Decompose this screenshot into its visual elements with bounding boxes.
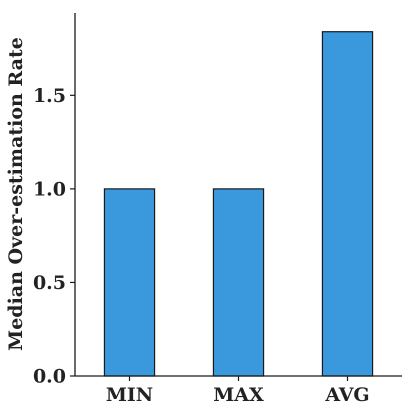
x-tick-label-min: MIN [106, 384, 153, 406]
y-tick-label: 1.5 [33, 85, 66, 107]
y-tick-label: 1.0 [33, 178, 66, 200]
x-ticks-group: MIN MAX AVG [106, 376, 370, 406]
y-axis-label: Median Over-estimation Rate [5, 37, 27, 351]
x-tick-label-max: MAX [213, 384, 264, 406]
y-tick-label: 0.0 [33, 366, 66, 388]
bar-max [212, 188, 265, 377]
bars-group [103, 31, 374, 377]
y-ticks-group: 0.0 0.5 1.0 1.5 [33, 85, 75, 388]
y-tick-label: 0.5 [33, 272, 66, 294]
bar-avg [321, 31, 374, 377]
x-tick-label-avg: AVG [324, 384, 369, 406]
bar-min [103, 188, 156, 377]
